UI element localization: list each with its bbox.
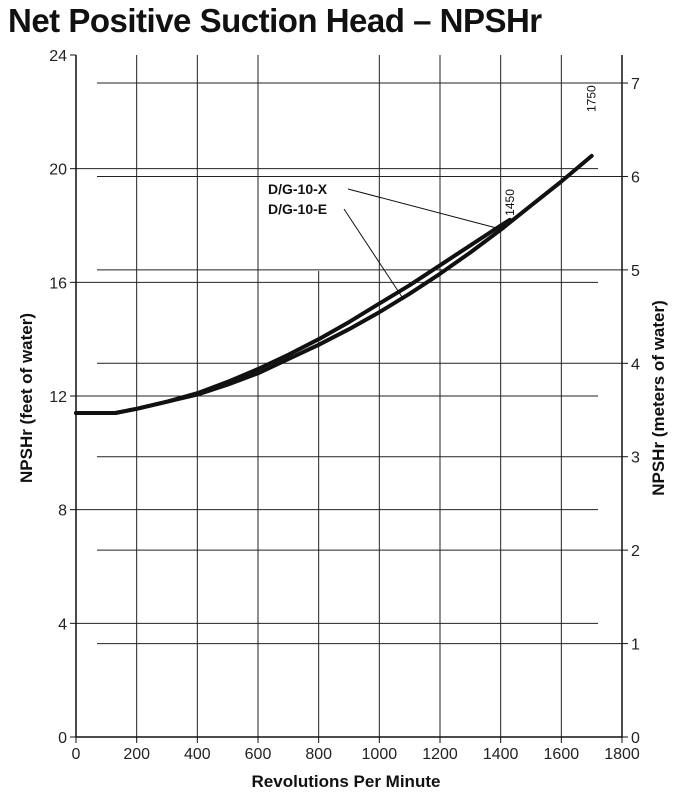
y-tick-label: 24 xyxy=(49,48,67,65)
x-tick-label: 200 xyxy=(123,746,150,763)
series-line-dg-10-e xyxy=(74,153,594,415)
x-tick-label: 1400 xyxy=(483,746,519,763)
x-tick-label: 1600 xyxy=(544,746,580,763)
y-axis-label: NPSHr (feet of water) xyxy=(17,313,36,483)
y-tick-label: 12 xyxy=(49,389,67,406)
x-tick-label: 400 xyxy=(184,746,211,763)
x-tick-label: 600 xyxy=(245,746,272,763)
x-tick-label: 1800 xyxy=(604,746,640,763)
x-axis-label: Revolutions Per Minute xyxy=(252,772,441,791)
y-tick-label: 4 xyxy=(58,616,67,633)
plot-frame xyxy=(70,54,628,743)
y-tick-label: 0 xyxy=(58,730,67,747)
series-line-dg-10-x xyxy=(74,217,512,415)
series-label: D/G-10-E xyxy=(268,201,327,217)
y-tick-label: 20 xyxy=(49,162,67,179)
y-tick-label: 8 xyxy=(58,503,67,520)
y2-tick-label: 1 xyxy=(631,637,640,654)
y2-tick-label: 5 xyxy=(631,263,640,280)
y2-tick-label: 6 xyxy=(631,169,640,186)
y2-tick-label: 7 xyxy=(631,76,640,93)
series-label-leader xyxy=(347,188,495,228)
series-label-leader xyxy=(343,208,405,300)
y2-tick-label: 2 xyxy=(631,543,640,560)
y2-tick-label: 3 xyxy=(631,450,640,467)
series-end-label: 1450 xyxy=(503,189,517,216)
series-label: D/G-10-X xyxy=(268,181,328,197)
y2-axis-label: NPSHr (meters of water) xyxy=(649,300,668,496)
y-tick-label: 16 xyxy=(49,275,67,292)
grid xyxy=(76,55,622,737)
x-tick-label: 0 xyxy=(72,746,81,763)
x-tick-label: 800 xyxy=(305,746,332,763)
x-tick-label: 1000 xyxy=(362,746,398,763)
y2-tick-label: 4 xyxy=(631,356,640,373)
x-tick-label: 1200 xyxy=(422,746,458,763)
y2-tick-label: 0 xyxy=(631,730,640,747)
series-end-label: 1750 xyxy=(585,85,599,112)
chart-title: Net Positive Suction Head – NPSHr xyxy=(8,2,542,39)
series-layer: 1450 1750 D/G-10-X D/G-10-E xyxy=(74,85,599,415)
